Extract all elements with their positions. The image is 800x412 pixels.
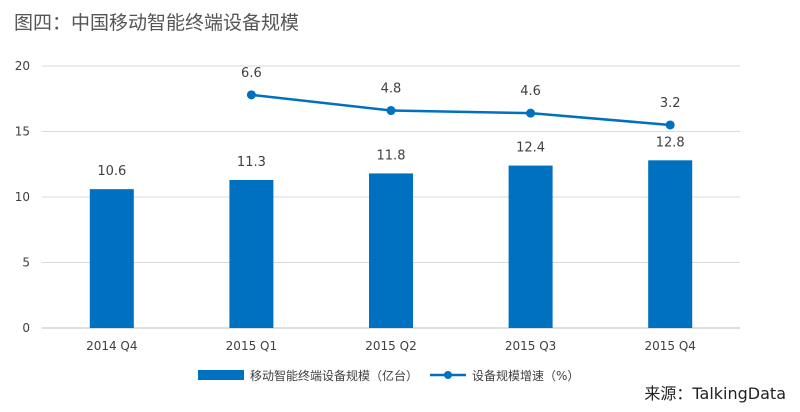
x-tick-label: 2015 Q3 (505, 339, 556, 353)
legend-swatch-bar (198, 370, 244, 380)
legend-swatch-marker (444, 371, 452, 379)
line-data-label: 6.6 (241, 66, 262, 81)
bar (369, 173, 413, 328)
legend-label-line: 设备规模增速（%） (472, 368, 579, 383)
x-tick-label: 2015 Q2 (365, 339, 416, 353)
line-point (665, 120, 675, 130)
y-tick-label: 20 (15, 59, 30, 73)
line-point (246, 90, 256, 100)
source-note: 来源：TalkingData (644, 384, 786, 403)
bar-data-label: 12.4 (516, 141, 545, 156)
line-data-label: 3.2 (660, 96, 681, 111)
line-data-label: 4.6 (520, 84, 541, 99)
growth-line (251, 93, 671, 127)
legend-label-bar: 移动智能终端设备规模（亿台） (250, 368, 418, 383)
x-tick-label: 2014 Q4 (86, 339, 137, 353)
legend: 移动智能终端设备规模（亿台） 设备规模增速（%） (198, 368, 579, 383)
bar-data-label: 12.8 (656, 135, 685, 150)
y-tick-label: 10 (15, 190, 30, 204)
line-point (386, 106, 396, 116)
bar-data-label: 11.3 (237, 155, 266, 170)
y-tick-label: 5 (22, 256, 30, 270)
y-tick-label: 15 (15, 125, 30, 139)
bar-data-label: 11.8 (377, 148, 406, 163)
bar (89, 189, 134, 328)
bar (648, 160, 693, 328)
bar (229, 179, 274, 328)
x-tick-label: 2015 Q1 (226, 339, 277, 353)
line-point (526, 108, 536, 118)
x-tick-label: 2015 Q4 (644, 339, 695, 353)
line-data-label: 4.8 (381, 82, 402, 97)
bar (508, 165, 553, 328)
chart-title: 图四：中国移动智能终端设备规模 (14, 12, 300, 34)
y-tick-label: 0 (22, 321, 30, 335)
bar-data-label: 10.6 (97, 164, 126, 179)
